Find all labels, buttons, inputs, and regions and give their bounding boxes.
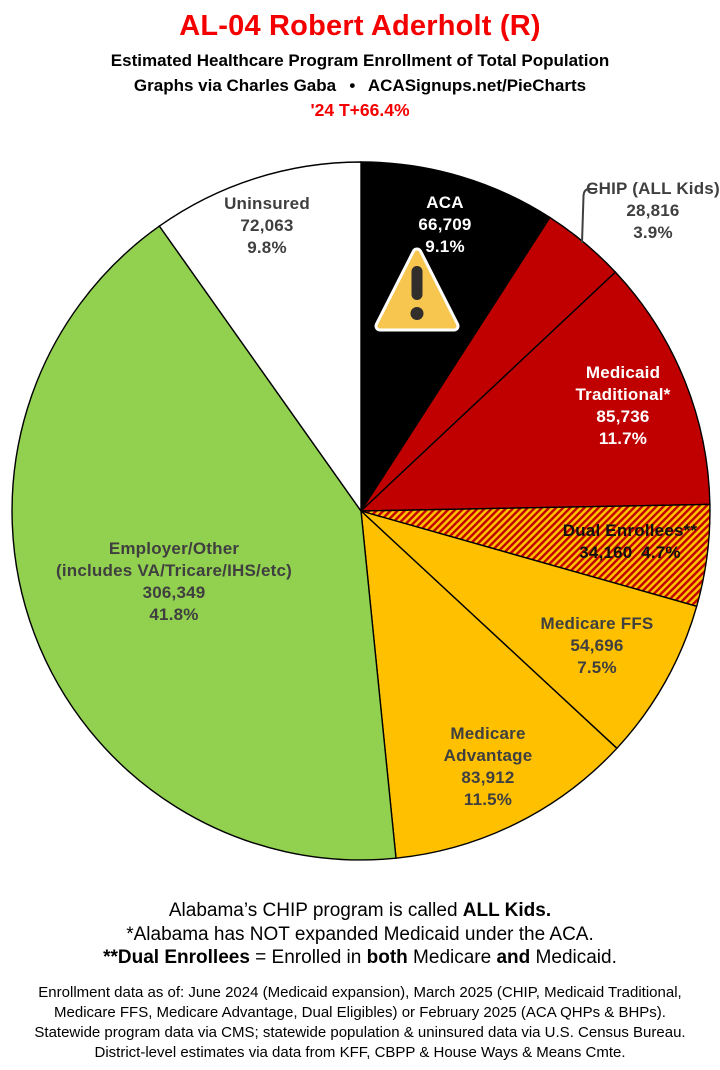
label-line: Dual Enrollees** xyxy=(562,521,698,540)
label-medicare-advantage: Medicare Advantage 83,912 11.5% xyxy=(413,723,563,811)
pie-slice-medicare-advantage xyxy=(360,509,618,859)
label-medicare-ffs: Medicare FFS 54,696 7.5% xyxy=(517,613,677,679)
pie-svg xyxy=(11,161,711,861)
label-line: 83,912 xyxy=(461,768,515,787)
label-line: 41.8% xyxy=(149,605,199,624)
label-line: 306,349 xyxy=(142,583,206,602)
label-line: ACA xyxy=(426,193,464,212)
source-line: Enrollment data as of: June 2024 (Medica… xyxy=(38,984,682,1001)
label-line: 3.9% xyxy=(633,223,673,242)
source-line: Medicare FFS, Medicare Advantage, Dual E… xyxy=(54,1004,666,1021)
pie-chart: ACA 66,709 9.1% CHIP (ALL Kids) 28,816 3… xyxy=(0,150,720,890)
pie-slice-uninsured xyxy=(158,161,362,514)
label-line: Traditional* xyxy=(575,385,671,404)
election-margin-tag: '24 T+66.4% xyxy=(310,100,410,120)
source-line: District-level estimates via data from K… xyxy=(94,1044,626,1061)
subtitle-line2: Graphs via Charles Gaba • ACASignups.net… xyxy=(133,76,587,95)
footnote-line: *Alabama has NOT expanded Medicaid under… xyxy=(126,923,594,945)
label-line: 28,816 xyxy=(626,201,680,220)
label-line: 7.5% xyxy=(577,658,617,677)
label-line: (includes VA/Tricare/IHS/etc) xyxy=(55,561,292,580)
label-line: 9.1% xyxy=(425,237,465,256)
label-line: 11.5% xyxy=(463,790,513,809)
pie-slice-employer-other xyxy=(11,225,397,861)
label-line: 11.7% xyxy=(598,429,648,448)
label-aca: ACA 66,709 9.1% xyxy=(375,192,515,258)
label-medicaid-traditional: Medicaid Traditional* 85,736 11.7% xyxy=(543,362,703,450)
footnote-line: **Dual Enrollees = Enrolled in both Medi… xyxy=(103,947,617,968)
label-line: Advantage xyxy=(443,746,533,765)
label-uninsured: Uninsured 72,063 9.8% xyxy=(197,193,337,259)
label-employer-other: Employer/Other (includes VA/Tricare/IHS/… xyxy=(24,538,324,626)
label-chip: CHIP (ALL Kids) 28,816 3.9% xyxy=(578,178,720,244)
label-line: Employer/Other xyxy=(108,539,240,558)
pie-slice-aca xyxy=(360,161,551,514)
pie-slice-medicaid-traditional xyxy=(359,271,711,512)
label-dual-enrollees: Dual Enrollees** 34,160 4.7% xyxy=(535,520,720,564)
label-line: CHIP (ALL Kids) xyxy=(586,179,720,198)
label-line: Uninsured xyxy=(224,194,310,213)
warning-icon xyxy=(374,247,460,332)
page-title: AL-04 Robert Aderholt (R) xyxy=(179,10,541,42)
subtitle-line1: Estimated Healthcare Program Enrollment … xyxy=(110,51,610,70)
label-line: 54,696 xyxy=(570,636,624,655)
chip-leader-line xyxy=(581,188,597,244)
label-line: 9.8% xyxy=(247,238,287,257)
label-line: Medicare xyxy=(450,724,526,743)
label-line: 66,709 xyxy=(418,215,472,234)
source-line: Statewide program data via CMS; statewid… xyxy=(34,1024,686,1041)
label-line: 85,736 xyxy=(596,407,650,426)
footnotes: Alabama’s CHIP program is called ALL Kid… xyxy=(0,899,720,970)
label-line: 72,063 xyxy=(240,216,294,235)
label-line: 34,160 4.7% xyxy=(579,543,681,562)
footnote-line: Alabama’s CHIP program is called ALL Kid… xyxy=(168,900,552,921)
label-line: Medicare FFS xyxy=(540,614,654,633)
source-text: Enrollment data as of: June 2024 (Medica… xyxy=(0,983,720,1063)
label-line: Medicaid xyxy=(585,363,661,382)
pie-slice-medicare-ffs xyxy=(360,510,698,750)
